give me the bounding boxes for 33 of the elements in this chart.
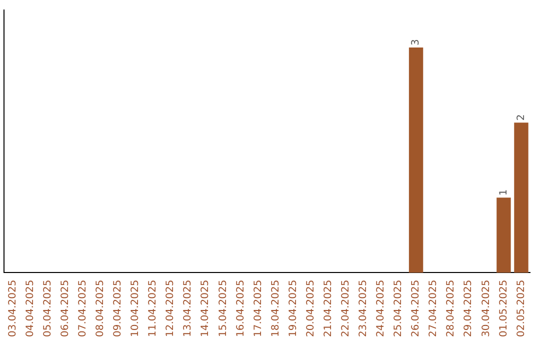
x-tick-label: 29.04.2025: [463, 280, 474, 338]
x-tick-label: 18.04.2025: [270, 280, 282, 338]
x-tick-label: 09.04.2025: [112, 280, 124, 338]
x-tick-label: 26.04.2025: [410, 280, 422, 338]
x-tick-label: 10.04.2025: [130, 280, 142, 338]
data-label: 2: [516, 114, 527, 121]
x-tick-label: 13.04.2025: [182, 280, 194, 338]
x-tick-label: 19.04.2025: [288, 280, 299, 338]
x-tick-label: 12.04.2025: [165, 280, 176, 338]
x-tick-label: 30.04.2025: [480, 280, 492, 338]
x-tick-label: 06.04.2025: [60, 280, 71, 338]
x-tick-label: 03.04.2025: [7, 280, 18, 338]
x-tick-label: 20.04.2025: [305, 280, 316, 338]
x-tick-label: 21.04.2025: [322, 280, 334, 338]
x-tick-label: 28.04.2025: [446, 280, 457, 338]
x-tick-label: 05.04.2025: [42, 280, 54, 338]
x-tick-label: 04.04.2025: [24, 280, 36, 338]
x-tick-label: 22.04.2025: [340, 280, 352, 338]
x-tick-label: 17.04.2025: [252, 280, 264, 338]
x-tick-label: 14.04.2025: [200, 280, 212, 338]
x-tick-label: 25.04.2025: [393, 280, 404, 338]
x-tick-label: 27.04.2025: [428, 280, 440, 338]
x-tick-label: 02.05.2025: [516, 280, 527, 338]
x-tick-label: 16.04.2025: [235, 280, 246, 338]
x-tick-label: 01.05.2025: [498, 280, 510, 338]
x-tick-label: 08.04.2025: [95, 280, 106, 338]
data-label: 3: [410, 39, 422, 46]
x-tick-label: 23.04.2025: [358, 280, 370, 338]
data-label: 1: [498, 189, 510, 196]
x-tick-label: 15.04.2025: [218, 280, 229, 338]
x-tick-label: 11.04.2025: [148, 280, 159, 338]
x-tick-label: 07.04.2025: [77, 280, 88, 338]
x-tick-label: 24.04.2025: [376, 280, 387, 338]
